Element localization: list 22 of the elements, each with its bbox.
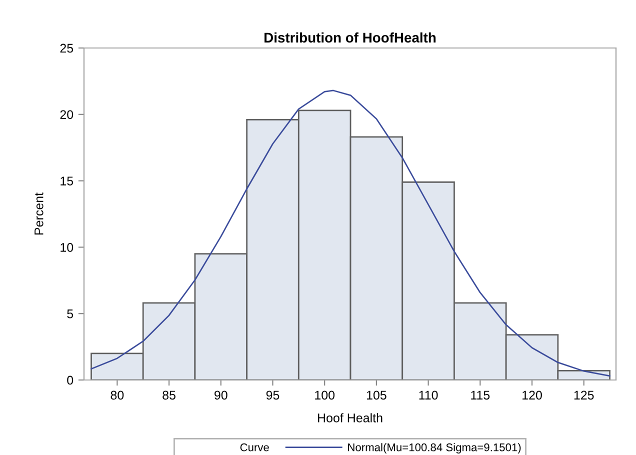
- y-tick-label: 5: [67, 310, 74, 318]
- y-tick-label: 20: [60, 110, 74, 120]
- legend-title: Curve: [240, 443, 269, 452]
- x-tick-label: 80: [110, 390, 124, 400]
- x-tick-label: 105: [366, 390, 386, 400]
- text: Normal(Mu=100.84 Sigma=9.1501): [348, 443, 521, 454]
- x-tick-label: 95: [266, 390, 280, 400]
- x-axis-title: Hoof Health: [318, 413, 382, 422]
- x-tick-label: 100: [315, 390, 335, 400]
- y-tick-label: 25: [60, 44, 74, 53]
- y-tick-label: 10: [60, 243, 74, 252]
- x-tick-label: 85: [162, 390, 176, 400]
- x-tick-label: 125: [574, 390, 594, 400]
- x-tick-label: 120: [522, 390, 542, 400]
- chart-title: Distribution of HoofHealth: [264, 32, 436, 43]
- x-tick-label: 90: [214, 390, 228, 400]
- x-tick-label: 115: [471, 390, 490, 400]
- x-tick-label: 110: [419, 390, 438, 400]
- y-axis-title: Percent: [34, 192, 44, 235]
- y-tick-label: 15: [60, 176, 74, 186]
- line-series: [90, 90, 610, 377]
- y-tick-label: 0: [67, 376, 74, 385]
